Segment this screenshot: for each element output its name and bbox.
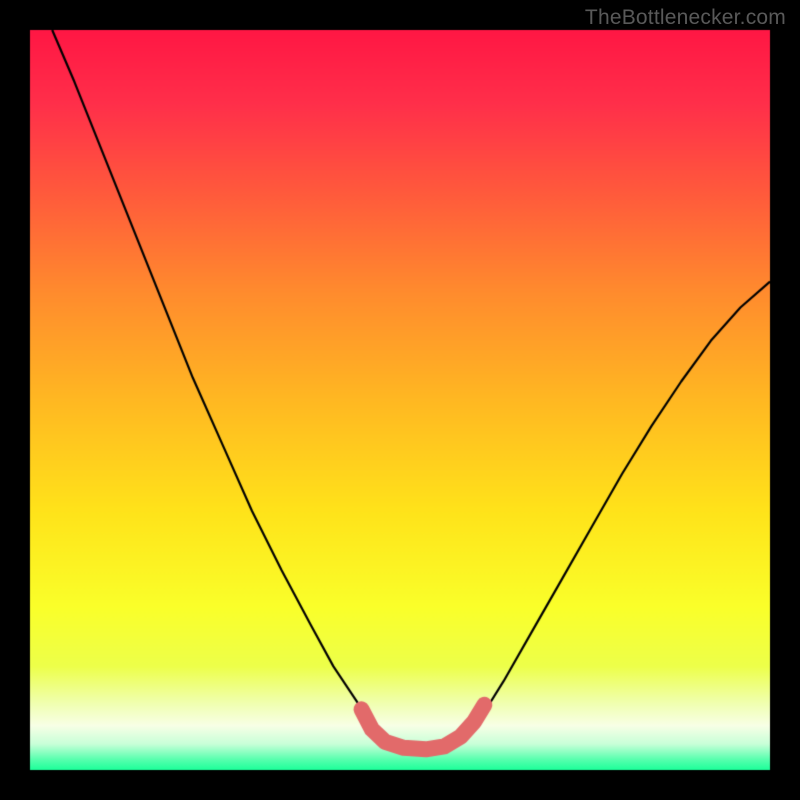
bottleneck-chart <box>0 0 800 800</box>
watermark-text: TheBottlenecker.com <box>585 6 786 30</box>
